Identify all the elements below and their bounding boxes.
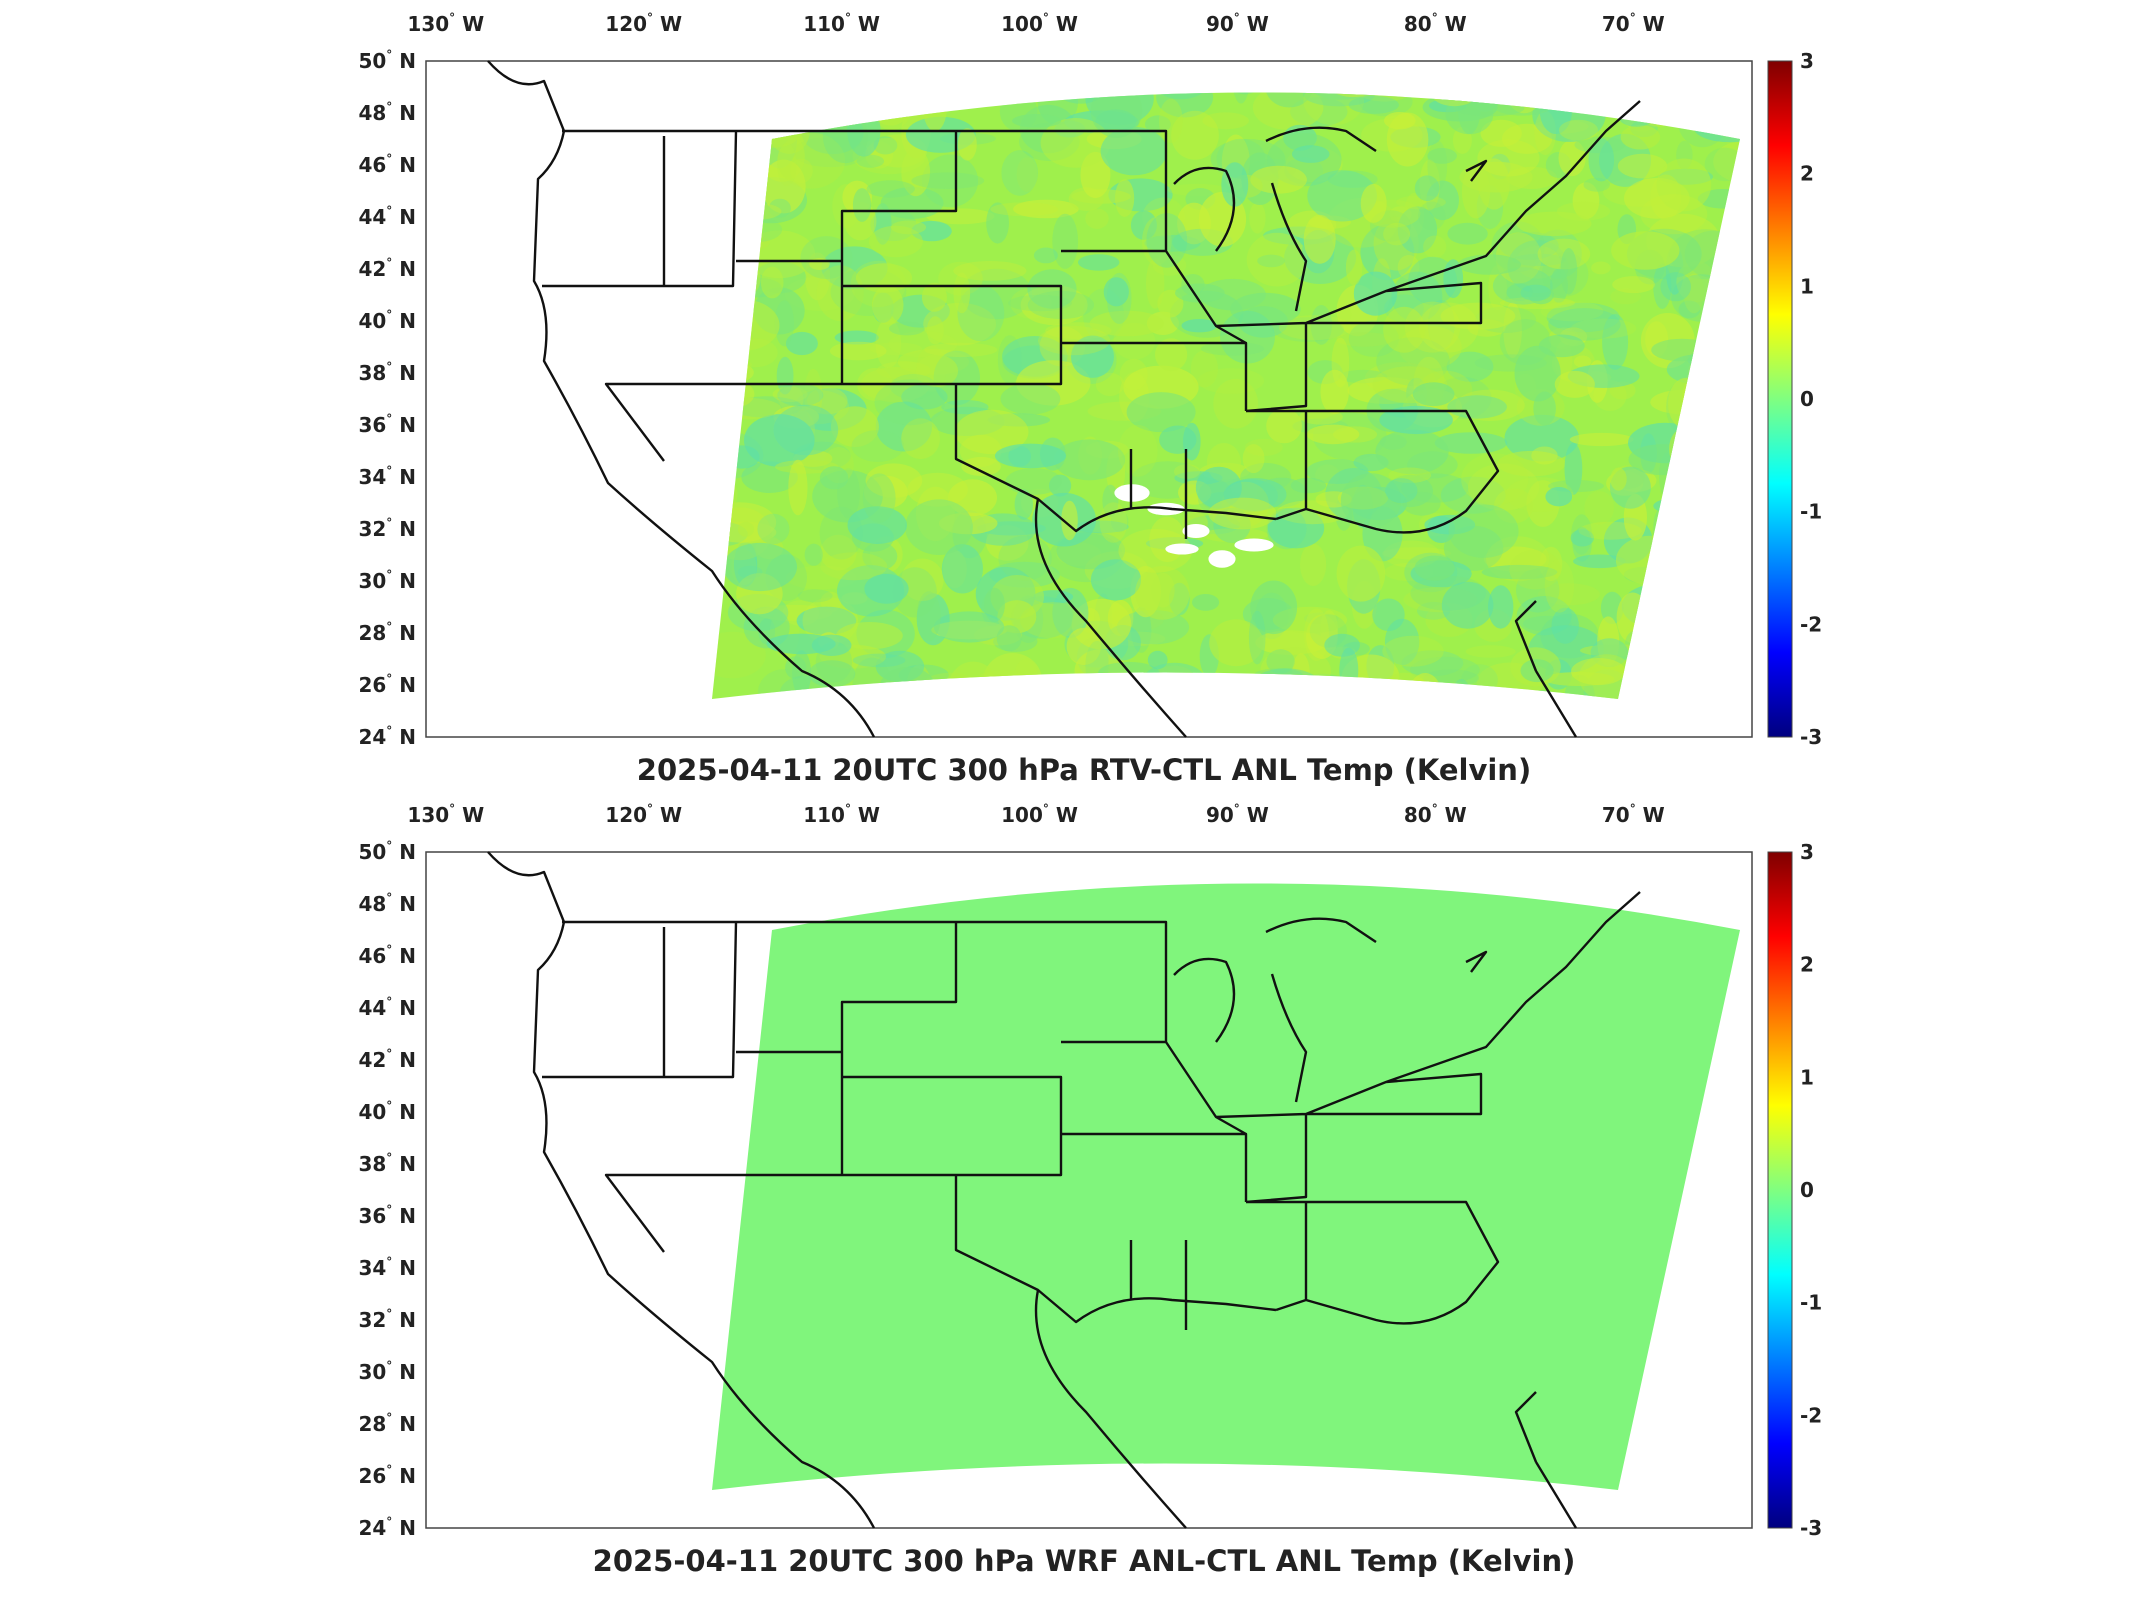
lon-tick-label: 90° W (1206, 802, 1269, 827)
lat-tick-label: 34° N (358, 464, 416, 489)
boundary-lines (487, 60, 1641, 738)
colorbar-tick-label: -2 (1800, 612, 1822, 636)
map-panel-bottom: 130° W 120° W 110° W 100° W 90° W 80° W 70° W … (358, 802, 1822, 1578)
lat-tick-label: 42° N (358, 256, 416, 281)
colorbar-tick-label: -1 (1800, 1291, 1822, 1315)
lat-tick-label: 40° N (358, 308, 416, 333)
lat-tick-labels: 50° N 48° N 46° N 44° N 42° N 40° N 38° N 36° N… (358, 48, 416, 749)
colorbar-tick-label: 2 (1800, 953, 1814, 977)
colorbar (1767, 60, 1793, 738)
lat-tick-label: 36° N (358, 1203, 416, 1228)
lon-tick-label: 110° W (803, 11, 880, 36)
lon-tick-labels: 130° W 120° W 110° W 100° W 90° W 80° W 70° W (407, 802, 1664, 827)
lat-tick-label: 24° N (358, 1515, 416, 1540)
colorbar-tick-label: 1 (1800, 1065, 1814, 1089)
colorbar-tick-label: 3 (1800, 840, 1814, 864)
lat-tick-labels: 50° N 48° N 46° N 44° N 42° N 40° N 38° N 36° N… (358, 839, 416, 1540)
lon-tick-label: 70° W (1602, 802, 1665, 827)
panel-title: 2025-04-11 20UTC 300 hPa RTV-CTL ANL Tem… (637, 753, 1531, 787)
lat-tick-label: 48° N (358, 100, 416, 125)
lat-tick-label: 24° N (358, 724, 416, 749)
lat-tick-label: 30° N (358, 1359, 416, 1384)
lon-tick-label: 130° W (407, 11, 484, 36)
lat-tick-label: 44° N (358, 204, 416, 229)
land-outline (487, 60, 1641, 738)
colorbar-tick-labels: 3 2 1 0 -1 -2 -3 (1800, 49, 1822, 749)
lon-tick-label: 80° W (1404, 802, 1467, 827)
lon-tick-label: 110° W (803, 802, 880, 827)
land-outline (487, 851, 1641, 1529)
colorbar-tick-label: -2 (1800, 1403, 1822, 1427)
lat-tick-label: 36° N (358, 412, 416, 437)
lat-tick-label: 26° N (358, 672, 416, 697)
lat-tick-label: 46° N (358, 943, 416, 968)
lon-tick-label: 100° W (1001, 802, 1078, 827)
lat-tick-label: 50° N (358, 839, 416, 864)
colorbar-tick-label: 2 (1800, 162, 1814, 186)
lon-tick-label: 100° W (1001, 11, 1078, 36)
field-texture (712, 92, 1740, 699)
colorbar-tick-label: 0 (1800, 1178, 1814, 1202)
lat-tick-label: 32° N (358, 516, 416, 541)
colorbar-tick-label: -3 (1800, 1516, 1822, 1540)
lon-tick-label: 70° W (1602, 11, 1665, 36)
colorbar-tick-label: -1 (1800, 500, 1822, 524)
lat-tick-label: 34° N (358, 1255, 416, 1280)
lat-tick-label: 28° N (358, 620, 416, 645)
colorbar-tick-labels: 3 2 1 0 -1 -2 -3 (1800, 840, 1822, 1540)
lat-tick-label: 28° N (358, 1411, 416, 1436)
lat-tick-label: 38° N (358, 360, 416, 385)
lat-tick-label: 40° N (358, 1099, 416, 1124)
lat-tick-label: 50° N (358, 48, 416, 73)
colorbar-tick-label: 3 (1800, 49, 1814, 73)
lat-tick-label: 32° N (358, 1307, 416, 1332)
map-panel-top: 130° W 120° W 110° W 100° W 90° W 80° W 70° W … (358, 11, 1822, 787)
colorbar-tick-label: -3 (1800, 725, 1822, 749)
domain-fill (712, 883, 1740, 1490)
lat-tick-label: 26° N (358, 1463, 416, 1488)
lon-tick-label: 130° W (407, 802, 484, 827)
boundary-lines (487, 851, 1641, 1529)
lon-tick-label: 120° W (605, 802, 682, 827)
colorbar (1767, 851, 1793, 1529)
lon-tick-label: 80° W (1404, 11, 1467, 36)
lat-tick-label: 48° N (358, 891, 416, 916)
lon-tick-label: 120° W (605, 11, 682, 36)
lat-tick-label: 38° N (358, 1151, 416, 1176)
colorbar-tick-label: 0 (1800, 387, 1814, 411)
lat-tick-label: 44° N (358, 995, 416, 1020)
analysis-domain (712, 883, 1740, 1490)
lat-tick-label: 42° N (358, 1047, 416, 1072)
lon-tick-labels: 130° W 120° W 110° W 100° W 90° W 80° W 70° W (407, 11, 1664, 36)
lat-tick-label: 46° N (358, 152, 416, 177)
analysis-domain (712, 92, 1740, 699)
lat-tick-label: 30° N (358, 568, 416, 593)
lon-tick-label: 90° W (1206, 11, 1269, 36)
colorbar-tick-label: 1 (1800, 274, 1814, 298)
panel-title: 2025-04-11 20UTC 300 hPa WRF ANL-CTL ANL… (593, 1544, 1576, 1578)
